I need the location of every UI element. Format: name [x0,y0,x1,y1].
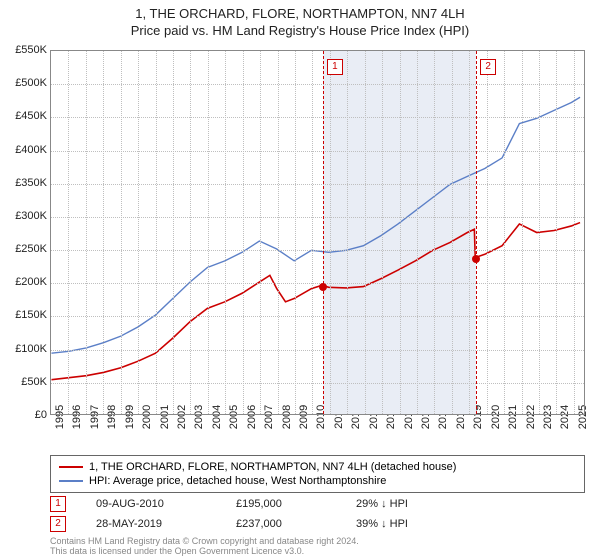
gridline-v [434,51,435,414]
ytick-label: £350K [2,177,47,189]
gridline-v [243,51,244,414]
gridline-v [574,51,575,414]
legend-swatch [59,480,83,482]
sale-marker: 1 [50,496,66,512]
ytick-label: £450K [2,110,47,122]
ytick-label: £100K [2,343,47,355]
legend: 1, THE ORCHARD, FLORE, NORTHAMPTON, NN7 … [50,455,585,493]
gridline-v [86,51,87,414]
ytick-label: £50K [2,376,47,388]
gridline-v [330,51,331,414]
sale-marker: 2 [50,516,66,532]
ytick-label: £550K [2,44,47,56]
sale-date: 28-MAY-2019 [96,518,206,530]
gridline-v [260,51,261,414]
sale-vline [323,51,324,414]
ytick-label: £250K [2,243,47,255]
gridline-v [278,51,279,414]
gridline-v [347,51,348,414]
sales-table: 1 09-AUG-2010 £195,000 29% ↓ HPI 2 28-MA… [50,496,476,536]
title-line1: 1, THE ORCHARD, FLORE, NORTHAMPTON, NN7 … [0,6,600,21]
gridline-v [487,51,488,414]
footer-line1: Contains HM Land Registry data © Crown c… [50,536,359,546]
legend-item: HPI: Average price, detached house, West… [59,474,576,488]
sale-marker-box: 1 [327,59,343,75]
sale-diff: 39% ↓ HPI [356,518,476,530]
footer-line2: This data is licensed under the Open Gov… [50,546,359,556]
sale-date: 09-AUG-2010 [96,498,206,510]
gridline-v [225,51,226,414]
gridline-v [539,51,540,414]
sale-diff: 29% ↓ HPI [356,498,476,510]
gridline-v [382,51,383,414]
title-line2: Price paid vs. HM Land Registry's House … [0,23,600,38]
sale-point [319,283,327,291]
gridline-v [452,51,453,414]
gridline-v [504,51,505,414]
sale-price: £195,000 [236,498,326,510]
sales-row: 1 09-AUG-2010 £195,000 29% ↓ HPI [50,496,476,512]
chart-title: 1, THE ORCHARD, FLORE, NORTHAMPTON, NN7 … [0,0,600,38]
series-price_paid [51,223,580,380]
ytick-label: £500K [2,77,47,89]
legend-label: 1, THE ORCHARD, FLORE, NORTHAMPTON, NN7 … [89,461,456,473]
footer: Contains HM Land Registry data © Crown c… [50,536,359,557]
sale-point [472,255,480,263]
gridline-v [103,51,104,414]
ytick-label: £150K [2,309,47,321]
legend-item: 1, THE ORCHARD, FLORE, NORTHAMPTON, NN7 … [59,460,576,474]
sales-row: 2 28-MAY-2019 £237,000 39% ↓ HPI [50,516,476,532]
plot-area: 12 [50,50,585,415]
ytick-label: £300K [2,210,47,222]
gridline-v [68,51,69,414]
gridline-v [417,51,418,414]
sale-vline [476,51,477,414]
gridline-v [400,51,401,414]
gridline-v [556,51,557,414]
ytick-label: £400K [2,144,47,156]
gridline-v [156,51,157,414]
legend-swatch [59,466,83,468]
ytick-label: £200K [2,276,47,288]
gridline-v [522,51,523,414]
gridline-v [469,51,470,414]
gridline-v [138,51,139,414]
gridline-v [208,51,209,414]
gridline-v [121,51,122,414]
ytick-label: £0 [2,409,47,421]
sale-price: £237,000 [236,518,326,530]
gridline-v [173,51,174,414]
chart-container: 1, THE ORCHARD, FLORE, NORTHAMPTON, NN7 … [0,0,600,560]
gridline-v [365,51,366,414]
gridline-v [295,51,296,414]
legend-label: HPI: Average price, detached house, West… [89,475,386,487]
sale-marker-box: 2 [480,59,496,75]
gridline-v [190,51,191,414]
series-hpi [51,97,580,353]
gridline-v [312,51,313,414]
